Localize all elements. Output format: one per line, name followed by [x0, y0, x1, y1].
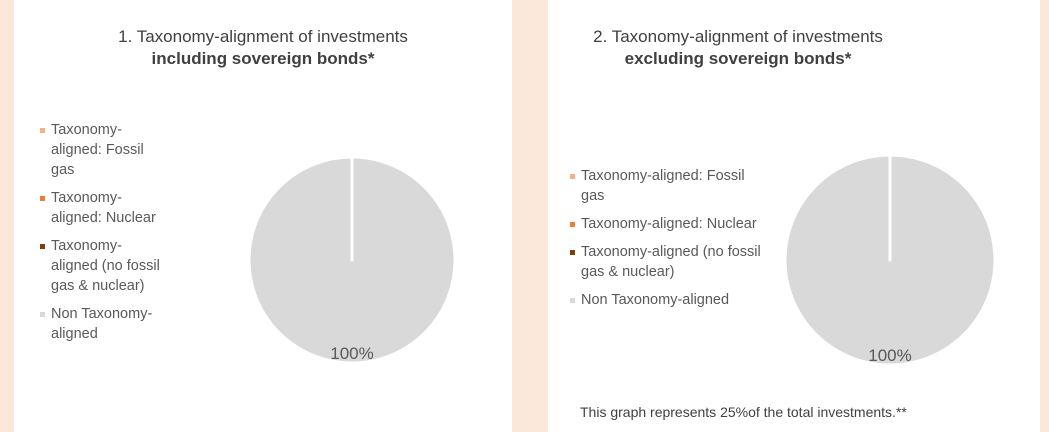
- legend-entry: Taxonomy-aligned (no fossil gas & nuclea…: [570, 242, 770, 282]
- pie-chart: 100%: [783, 153, 997, 367]
- legend-swatch: [570, 174, 575, 179]
- chart-panel: 1. Taxonomy-alignment of investments incl…: [14, 0, 512, 432]
- legend-swatch: [40, 128, 45, 133]
- legend-swatch: [40, 196, 45, 201]
- legend-swatch: [40, 312, 45, 317]
- legend-swatch: [570, 222, 575, 227]
- legend-label: Taxonomy-aligned: Fossil gas: [581, 168, 745, 204]
- legend-label: Taxonomy-aligned: Fossil gas: [51, 122, 144, 178]
- chart-title: 2. Taxonomy-alignment of investments: [593, 27, 883, 46]
- chart-title: 1. Taxonomy-alignment of investments: [118, 27, 408, 46]
- pie-chart: 100%: [247, 155, 457, 365]
- legend-swatch: [40, 244, 45, 249]
- legend-entry: Non Taxonomy-aligned: [570, 290, 770, 310]
- legend-label: Taxonomy-aligned: Nuclear: [51, 190, 156, 226]
- chart-subtitle: including sovereign bonds*: [151, 49, 375, 68]
- legend-swatch: [570, 250, 575, 255]
- pie-slice: [247, 155, 457, 365]
- chart-panel: 2. Taxonomy-alignment of investments excl…: [548, 0, 1040, 432]
- legend: Taxonomy-aligned: Fossil gas Taxonomy-ali…: [40, 120, 168, 352]
- chart-title-block: 1. Taxonomy-alignment of investments incl…: [14, 26, 512, 70]
- pie-slice: [783, 153, 997, 367]
- legend-entry: Taxonomy-aligned: Nuclear: [570, 214, 770, 234]
- legend-label: Non Taxonomy-aligned: [581, 292, 730, 308]
- data-label: 100%: [330, 344, 373, 363]
- legend-entry: Taxonomy-aligned: Nuclear: [40, 188, 168, 228]
- footnote: This graph represents 25%of the total in…: [580, 404, 907, 420]
- chart-subtitle: excluding sovereign bonds*: [624, 49, 852, 68]
- data-label: 100%: [868, 346, 911, 365]
- legend-label: Non Taxonomy-aligned: [51, 306, 153, 342]
- legend: Taxonomy-aligned: Fossil gas Taxonomy-ali…: [570, 166, 770, 318]
- legend-label: Taxonomy-aligned: Nuclear: [581, 216, 757, 232]
- legend-label: Taxonomy-aligned (no fossil gas & nuclea…: [51, 238, 160, 294]
- legend-entry: Non Taxonomy-aligned: [40, 304, 168, 344]
- chart-title-block: 2. Taxonomy-alignment of investments excl…: [548, 26, 928, 70]
- legend-entry: Taxonomy-aligned: Fossil gas: [570, 166, 770, 206]
- legend-entry: Taxonomy-aligned (no fossil gas & nuclea…: [40, 236, 168, 296]
- legend-entry: Taxonomy-aligned: Fossil gas: [40, 120, 168, 180]
- legend-label: Taxonomy-aligned (no fossil gas & nuclea…: [581, 244, 761, 280]
- legend-swatch: [570, 298, 575, 303]
